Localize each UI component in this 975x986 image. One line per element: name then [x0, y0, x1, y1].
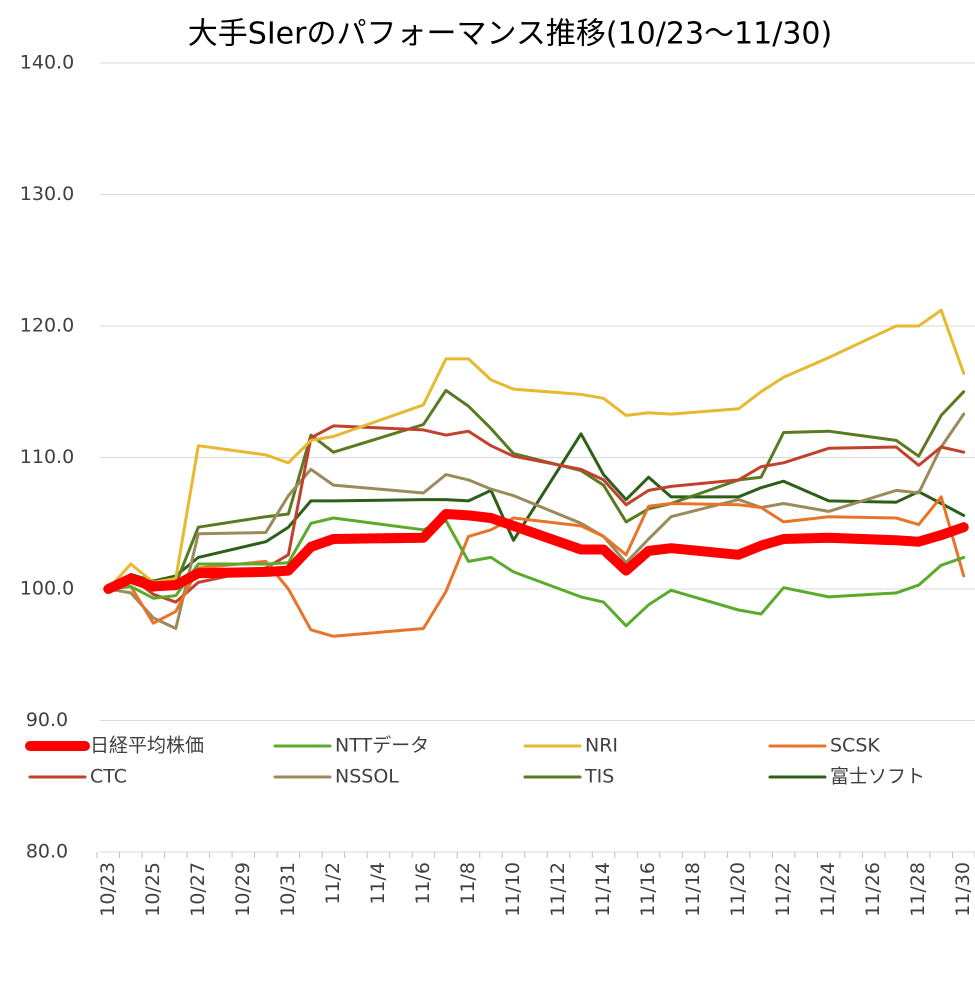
legend-label: CTC	[90, 766, 127, 788]
x-tick-label: 11/6	[412, 862, 434, 905]
x-tick-label: 11/2	[322, 862, 344, 905]
series-line	[103, 509, 969, 594]
x-tick-label: 11/26	[862, 862, 884, 917]
legend-label: NSSOL	[335, 766, 399, 788]
legend-label: NRI	[585, 735, 618, 757]
x-tick-label: 11/22	[772, 862, 794, 917]
chart-title: 大手SIerのパフォーマンス推移(10/23～11/30)	[188, 17, 832, 52]
series-line	[106, 432, 966, 591]
y-tick-label: 140.0	[20, 52, 74, 74]
series-line	[106, 308, 966, 591]
y-tick-label: 130.0	[20, 183, 74, 205]
series-line	[106, 516, 966, 628]
y-tick-label: 100.0	[20, 578, 74, 600]
x-tick-label: 10/23	[97, 862, 119, 917]
x-tick-label: 11/16	[637, 862, 659, 917]
x-tick-label: 10/31	[277, 862, 299, 917]
x-tick-label: 11/4	[367, 862, 389, 905]
legend-label: 日経平均株価	[90, 735, 204, 757]
y-tick-label: 110.0	[20, 446, 74, 468]
legend-label: TIS	[584, 766, 614, 788]
x-tick-label: 10/29	[232, 862, 254, 917]
x-tick-label: 11/28	[907, 862, 929, 917]
legend-label: SCSK	[830, 735, 880, 757]
x-tick-label: 11/24	[817, 862, 839, 917]
legend-label: NTTデータ	[335, 735, 429, 757]
y-tick-label: 80.0	[26, 841, 68, 863]
x-tick-label: 11/8	[457, 862, 479, 905]
x-tick-label: 11/14	[592, 862, 614, 917]
x-tick-label: 10/25	[142, 862, 164, 917]
x-tick-label: 11/18	[682, 862, 704, 917]
x-tick-label: 11/12	[547, 862, 569, 917]
y-tick-label: 90.0	[26, 709, 68, 731]
series-line	[106, 495, 966, 638]
x-tick-label: 11/20	[727, 862, 749, 917]
y-tick-label: 120.0	[20, 315, 74, 337]
series-line	[106, 412, 966, 630]
x-tick-label: 10/27	[187, 862, 209, 917]
x-tick-label: 11/30	[952, 862, 974, 917]
x-tick-label: 11/10	[502, 862, 524, 917]
legend-label: 富士ソフト	[830, 766, 925, 788]
series-line	[106, 388, 966, 592]
